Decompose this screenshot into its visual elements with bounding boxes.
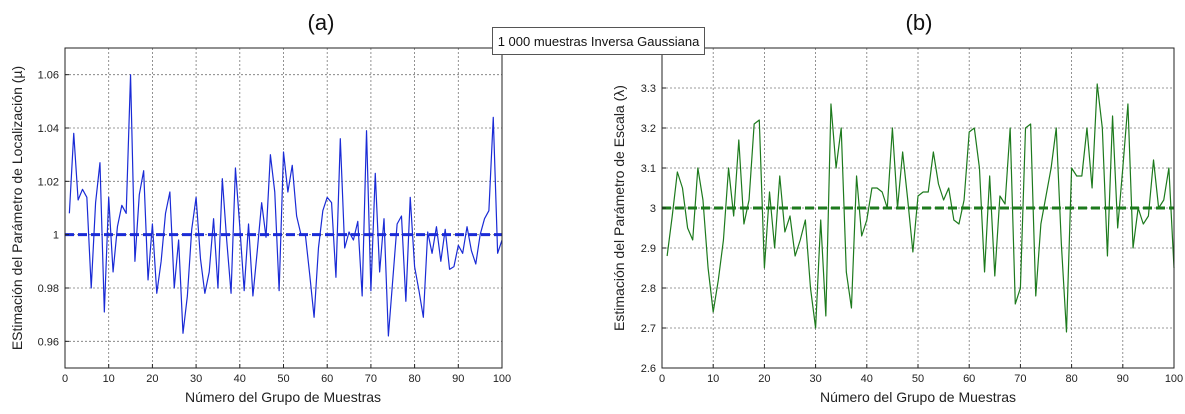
x-tick-label: 0 xyxy=(62,373,68,385)
x-tick-label: 100 xyxy=(493,373,511,385)
panel-a: 0 10 20 30 40 50 60 70 80 90 100 0.96 0.98 1 1.02 1.04… xyxy=(9,10,511,405)
series-b xyxy=(666,83,1175,333)
y-axis-label-b: Estimación del Parámetro de Escala (λ) xyxy=(611,85,627,331)
x-tick-label: 30 xyxy=(809,373,821,385)
x-tick-label: 10 xyxy=(707,373,719,385)
x-tick-label: 80 xyxy=(408,373,420,385)
grid-a xyxy=(65,48,502,368)
x-tick-label: 40 xyxy=(861,373,873,385)
x-tick-label: 60 xyxy=(963,373,975,385)
y-tick-label: 2.9 xyxy=(641,243,656,255)
x-tick-label: 60 xyxy=(321,373,333,385)
y-axis-label-a: EStimación del Parámetro de Localización… xyxy=(9,66,25,350)
chart-banner: 1 000 muestras Inversa Gaussiana xyxy=(492,27,705,55)
x-tick-label: 90 xyxy=(1117,373,1129,385)
x-tick-label: 100 xyxy=(1165,373,1183,385)
panel-b: 0 10 20 30 40 50 60 70 80 90 100 2.6 2.7 2.8 2.9 3 3.1 3… xyxy=(611,10,1183,405)
x-tick-label: 90 xyxy=(452,373,464,385)
series-line-b xyxy=(666,83,1175,333)
y-tick-label: 0.96 xyxy=(38,336,59,348)
x-axis-label-a: Número del Grupo de Muestras xyxy=(185,389,381,405)
series-a xyxy=(68,74,503,337)
y-tick-label: 3.3 xyxy=(641,83,656,95)
series-line-a xyxy=(68,74,503,337)
y-tick-label: 3.1 xyxy=(641,163,656,175)
x-axis-label-b: Número del Grupo de Muestras xyxy=(820,389,1016,405)
y-tick-label: 1.02 xyxy=(38,176,59,188)
x-tick-label: 20 xyxy=(758,373,770,385)
x-tick-label: 30 xyxy=(190,373,202,385)
y-ticks-a: 0.96 0.98 1 1.02 1.04 1.06 xyxy=(38,70,69,348)
x-tick-label: 10 xyxy=(103,373,115,385)
y-tick-label: 1.06 xyxy=(38,70,59,82)
x-ticks-b: 0 10 20 30 40 50 60 70 80 90 100 xyxy=(659,364,1183,385)
x-tick-label: 80 xyxy=(1065,373,1077,385)
x-tick-label: 70 xyxy=(365,373,377,385)
panel-label-a: (a) xyxy=(308,10,335,35)
y-tick-label: 2.6 xyxy=(641,363,656,375)
x-ticks-a: 0 10 20 30 40 50 60 70 80 90 100 xyxy=(62,364,511,385)
x-tick-label: 0 xyxy=(659,373,665,385)
y-ticks-b: 2.6 2.7 2.8 2.9 3 3.1 3.2 3.3 xyxy=(641,83,666,375)
y-tick-label: 0.98 xyxy=(38,283,59,295)
y-tick-label: 3 xyxy=(650,203,656,215)
y-tick-label: 2.7 xyxy=(641,323,656,335)
y-tick-label: 3.2 xyxy=(641,123,656,135)
y-tick-label: 2.8 xyxy=(641,283,656,295)
panel-label-b: (b) xyxy=(906,10,933,35)
x-tick-label: 70 xyxy=(1014,373,1026,385)
x-tick-label: 50 xyxy=(912,373,924,385)
x-tick-label: 20 xyxy=(146,373,158,385)
y-tick-label: 1.04 xyxy=(38,123,59,135)
y-tick-label: 1 xyxy=(53,230,59,242)
x-tick-label: 40 xyxy=(234,373,246,385)
x-tick-label: 50 xyxy=(277,373,289,385)
